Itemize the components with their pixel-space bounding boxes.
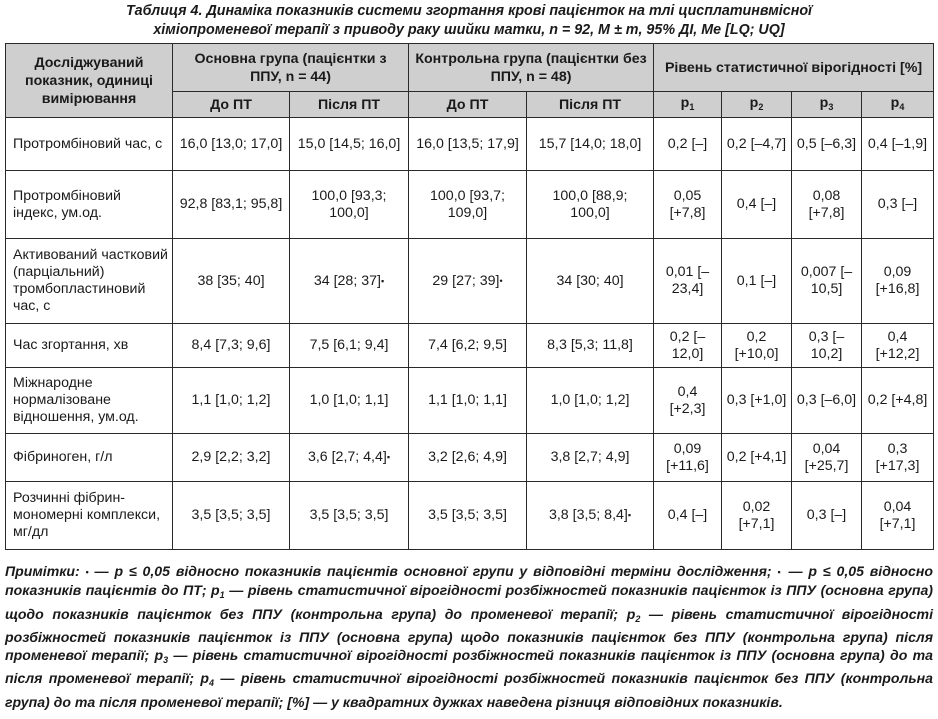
control-before-cell: 7,4 [6,2; 9,5] <box>408 323 528 368</box>
main-after-cell: 7,5 [6,1; 9,4] <box>288 323 410 368</box>
control-before-cell: 100,0 [93,7; 109,0] <box>408 170 528 239</box>
table-row: Міжнародне нормалізоване відношення, ум.… <box>5 367 935 434</box>
p3-cell: 0,08 [+7,8] <box>791 170 863 239</box>
p2-cell: 0,3 [+1,0] <box>721 367 793 434</box>
param-cell: Протромбіновий час, с <box>5 117 173 171</box>
p3-cell: 0,3 [–] <box>791 481 863 550</box>
param-cell: Час згортання, хв <box>5 323 173 368</box>
param-cell: Протромбіновий індекс, ум.од. <box>5 170 173 239</box>
control-before-cell: 3,2 [2,6; 4,9] <box>408 433 528 482</box>
table-notes: Примітки: • — p ≤ 0,05 відносно показник… <box>5 563 934 710</box>
p4-cell: 0,3 [+17,3] <box>861 433 935 482</box>
caption-line-1: Таблиця 4. Динаміка показників системи з… <box>125 3 813 19</box>
control-before-cell: 16,0 [13,5; 17,9] <box>408 117 528 171</box>
control-after-cell: 3,8 [3,5; 8,4]▪ <box>526 481 655 550</box>
p3-cell: 0,5 [–6,3] <box>791 117 863 171</box>
p4-cell: 0,2 [+4,8] <box>861 367 935 434</box>
significance-marker-square: ▪ <box>627 510 632 520</box>
control-after-cell: 1,0 [1,0; 1,2] <box>526 367 655 434</box>
table-row: Фібриноген, г/л 2,9 [2,2; 3,2] 3,6 [2,7;… <box>5 433 935 482</box>
main-after-cell: 3,5 [3,5; 3,5] <box>288 481 410 550</box>
note-marker-square: ▪ <box>777 567 783 577</box>
header-p3: p3 <box>791 91 863 118</box>
main-before-cell: 3,5 [3,5; 3,5] <box>172 481 290 550</box>
p3-cell: 0,04 [+25,7] <box>791 433 863 482</box>
header-control-before: До ПТ <box>408 91 528 118</box>
header-main-group: Основна група (пацієнтки з ППУ, n = 44) <box>171 43 410 92</box>
main-before-cell: 38 [35; 40] <box>172 238 290 324</box>
p3-cell: 0,007 [–10,5] <box>791 238 863 324</box>
p1-cell: 0,01 [–23,4] <box>653 238 723 324</box>
table-row: Розчинні фібрин-мономерні комплекси, мг/… <box>5 481 935 550</box>
table-caption: Таблиця 4. Динаміка показників системи з… <box>0 2 938 40</box>
main-after-cell: 1,0 [1,0; 1,1] <box>288 367 410 434</box>
p4-cell: 0,4 [+12,2] <box>861 323 935 368</box>
p2-cell: 0,4 [–] <box>721 170 793 239</box>
header-significance: Рівень статистичної вірогідності [%] <box>653 43 935 92</box>
main-before-cell: 8,4 [7,3; 9,6] <box>172 323 290 368</box>
p2-cell: 0,2 [+4,1] <box>721 433 793 482</box>
significance-marker-square: ▪ <box>386 452 391 462</box>
caption-line-2: хіміопроменевої терапії з приводу раку ш… <box>153 22 785 38</box>
p3-cell: 0,3 [–10,2] <box>791 323 863 368</box>
main-before-cell: 16,0 [13,0; 17,0] <box>172 117 290 171</box>
table-row: Час згортання, хв 8,4 [7,3; 9,6] 7,5 [6,… <box>5 323 935 368</box>
header-control-after: Після ПТ <box>526 91 655 118</box>
param-cell: Фібриноген, г/л <box>5 433 173 482</box>
p4-cell: 0,3 [–] <box>861 170 935 239</box>
control-before-cell: 1,1 [1,0; 1,1] <box>408 367 528 434</box>
p1-cell: 0,2 [–12,0] <box>653 323 723 368</box>
control-after-cell: 34 [30; 40] <box>526 238 655 324</box>
header-parameter: Досліджуваний показник, одиниці вимірюва… <box>5 43 173 118</box>
table-row: Активований частковий (парціальний) тром… <box>5 238 935 324</box>
param-cell: Активований частковий (парціальний) тром… <box>5 238 173 324</box>
p1-cell: 0,09 [+11,6] <box>653 433 723 482</box>
control-before-cell: 29 [27; 39]• <box>408 238 528 324</box>
p4-cell: 0,4 [–1,9] <box>861 117 935 171</box>
p2-cell: 0,1 [–] <box>721 238 793 324</box>
control-before-cell: 3,5 [3,5; 3,5] <box>408 481 528 550</box>
p1-cell: 0,4 [+2,3] <box>653 367 723 434</box>
note-marker-dot: • <box>85 567 89 577</box>
p2-cell: 0,2 [–4,7] <box>721 117 793 171</box>
main-before-cell: 2,9 [2,2; 3,2] <box>172 433 290 482</box>
main-after-cell: 15,0 [14,5; 16,0] <box>288 117 410 171</box>
main-before-cell: 1,1 [1,0; 1,2] <box>172 367 290 434</box>
control-after-cell: 3,8 [2,7; 4,9] <box>526 433 655 482</box>
header-p4: p4 <box>861 91 935 118</box>
main-after-cell: 34 [28; 37]▪ <box>288 238 410 324</box>
main-after-cell: 3,6 [2,7; 4,4]▪ <box>288 433 410 482</box>
header-p1: p1 <box>653 91 723 118</box>
main-after-cell: 100,0 [93,3; 100,0] <box>288 170 410 239</box>
p3-cell: 0,3 [–6,0] <box>791 367 863 434</box>
table-row: Протромбіновий час, с 16,0 [13,0; 17,0] … <box>5 117 935 171</box>
significance-marker-dot: • <box>499 275 503 286</box>
param-cell: Міжнародне нормалізоване відношення, ум.… <box>5 367 173 434</box>
p1-cell: 0,2 [–] <box>653 117 723 171</box>
p4-cell: 0,04 [+7,1] <box>861 481 935 550</box>
control-after-cell: 8,3 [5,3; 11,8] <box>526 323 655 368</box>
p4-cell: 0,09 [+16,8] <box>861 238 935 324</box>
control-after-cell: 100,0 [88,9; 100,0] <box>526 170 655 239</box>
header-main-before: До ПТ <box>172 91 290 118</box>
param-cell: Розчинні фібрин-мономерні комплекси, мг/… <box>5 481 173 550</box>
control-after-cell: 15,7 [14,0; 18,0] <box>526 117 655 171</box>
p1-cell: 0,4 [–] <box>653 481 723 550</box>
main-before-cell: 92,8 [83,1; 95,8] <box>172 170 290 239</box>
coagulation-table: Досліджуваний показник, одиниці вимірюва… <box>5 43 935 550</box>
p1-cell: 0,05 [+7,8] <box>653 170 723 239</box>
significance-marker-square: ▪ <box>380 275 385 286</box>
p2-cell: 0,02 [+7,1] <box>721 481 793 550</box>
p2-cell: 0,2 [+10,0] <box>721 323 793 368</box>
header-main-after: Після ПТ <box>288 91 410 118</box>
header-control-group: Контрольна група (пацієнтки без ППУ, n =… <box>408 43 655 92</box>
header-p2: p2 <box>721 91 793 118</box>
table-row: Протромбіновий індекс, ум.од. 92,8 [83,1… <box>5 170 935 239</box>
